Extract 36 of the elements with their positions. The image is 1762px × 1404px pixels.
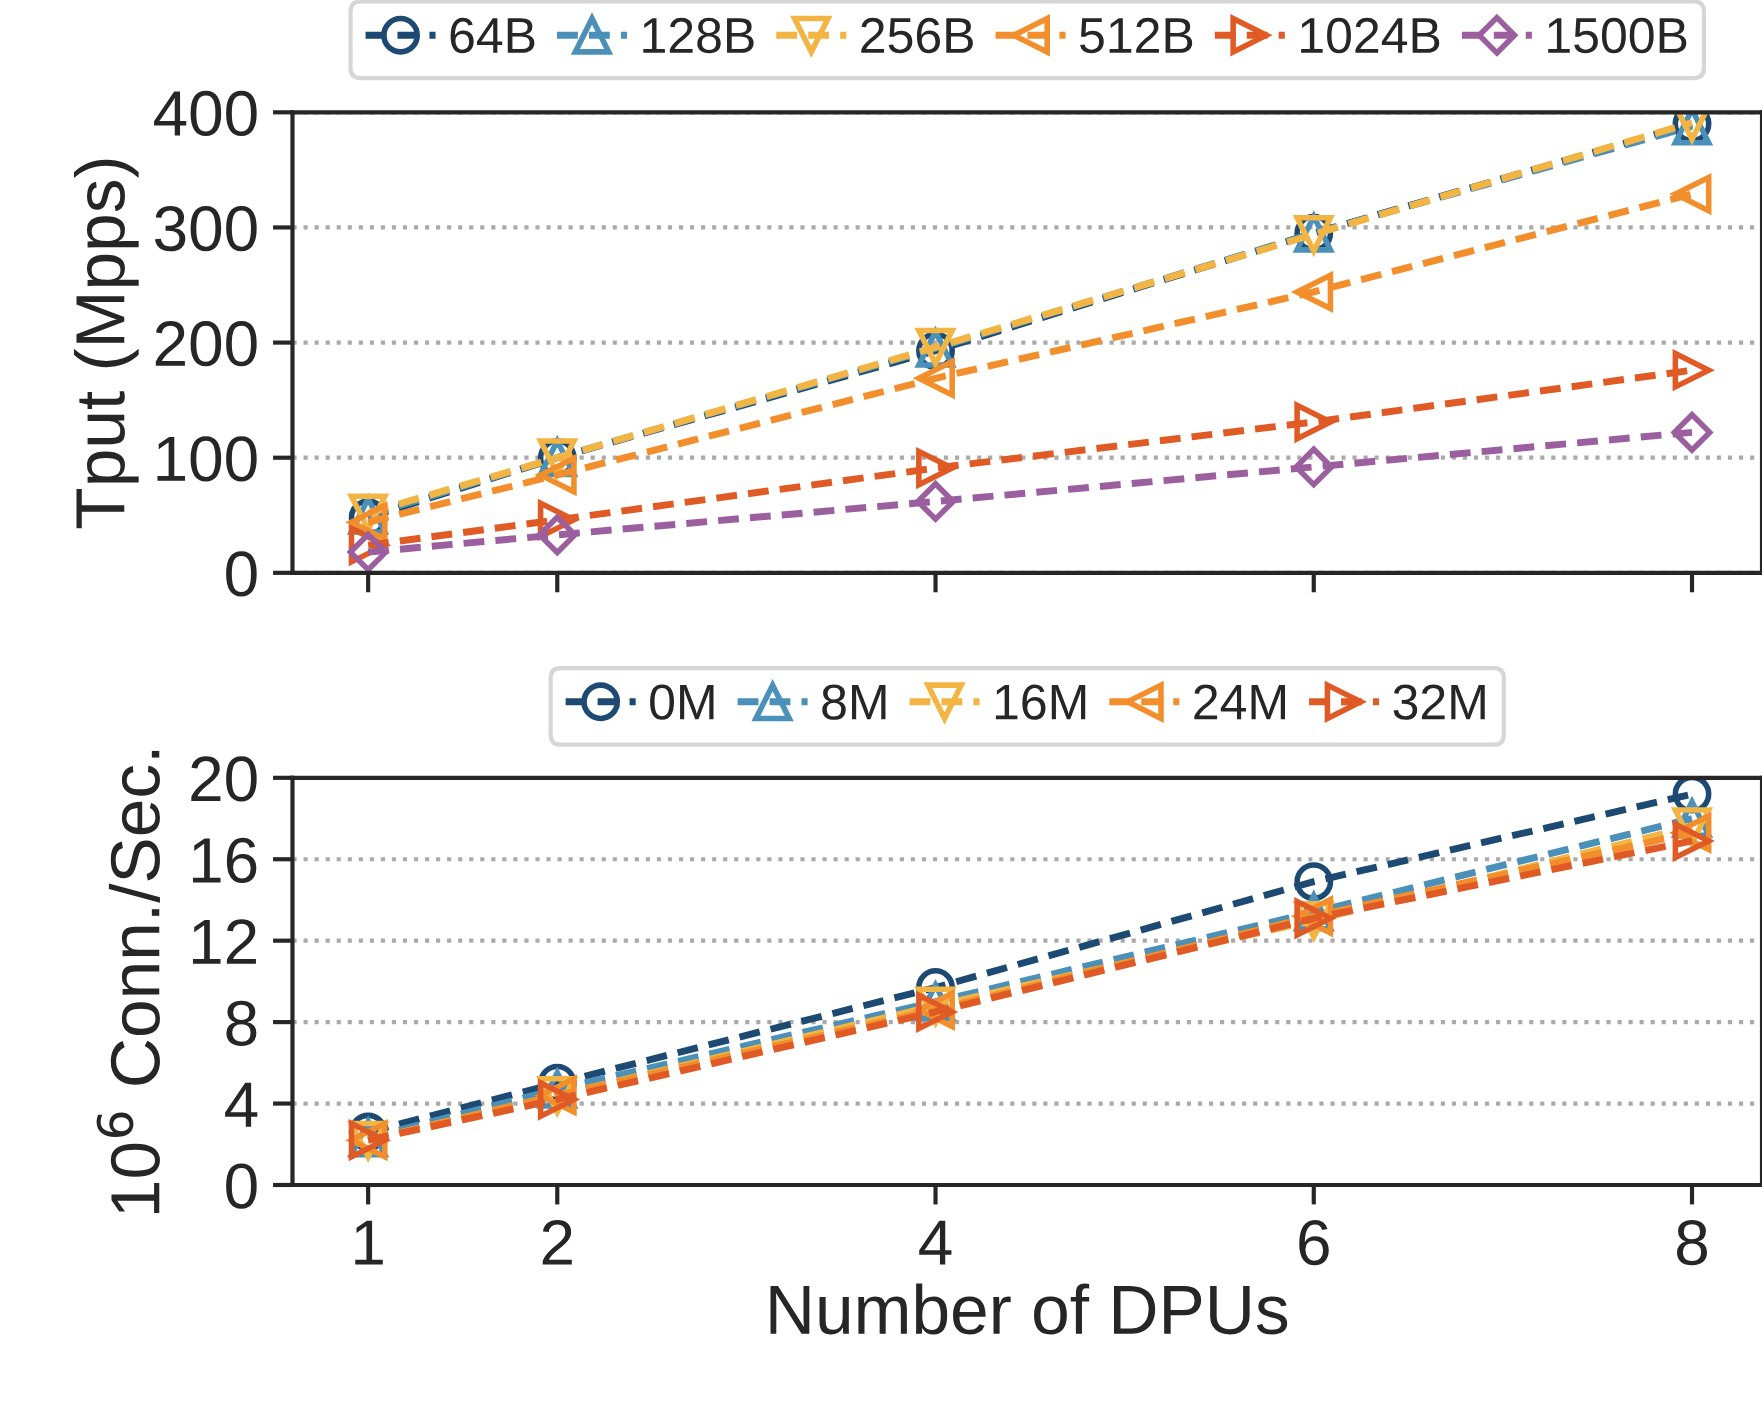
y-tick-label: 20	[191, 756, 257, 802]
y-tick-label: 8	[226, 1000, 257, 1046]
legend-label: 16M	[995, 684, 1086, 720]
legend-label: 0M	[650, 684, 714, 720]
x-tick-label: 2	[542, 1220, 572, 1265]
legend-label: 64B	[450, 17, 535, 54]
y-axis-title: Tput (Mpps)	[73, 159, 139, 529]
x-tick-label: 8	[1677, 1220, 1708, 1266]
x-tick-label: 6	[1299, 1220, 1329, 1266]
point	[1671, 411, 1713, 453]
legend-label: 1024B	[1301, 17, 1440, 54]
y-tick-label: 300	[155, 205, 257, 252]
y-tick-label: 400	[154, 90, 257, 137]
legend-label: 512B	[1080, 17, 1193, 54]
y-tick-label: 16	[192, 837, 257, 884]
y-tick-label: 4	[225, 1082, 258, 1127]
legend-label: 32M	[1393, 684, 1485, 720]
point	[915, 481, 956, 522]
y-tick-label: 12	[192, 919, 256, 964]
y-tick-label: 0	[226, 1163, 257, 1209]
point	[347, 531, 389, 573]
y-tick-label: 0	[226, 551, 257, 597]
legend-label: 128B	[643, 17, 754, 54]
legend-label: 1500B	[1548, 17, 1687, 54]
legend-label: 8M	[822, 684, 886, 720]
point	[1294, 862, 1334, 902]
x-tick-label: 1	[355, 1220, 383, 1265]
y-tick-label: 200	[155, 321, 257, 367]
x-tick-label: 4	[919, 1220, 952, 1265]
point	[536, 514, 578, 556]
legend-label: 256B	[861, 17, 973, 54]
y-tick-label: 100	[157, 436, 257, 482]
legend-label: 24M	[1194, 684, 1285, 720]
point	[1293, 446, 1335, 488]
x-axis-title: Number of DPUs	[770, 1283, 1288, 1335]
y-axis-title: 10$^{6}$ Conn./Sec.	[96, 750, 160, 1213]
